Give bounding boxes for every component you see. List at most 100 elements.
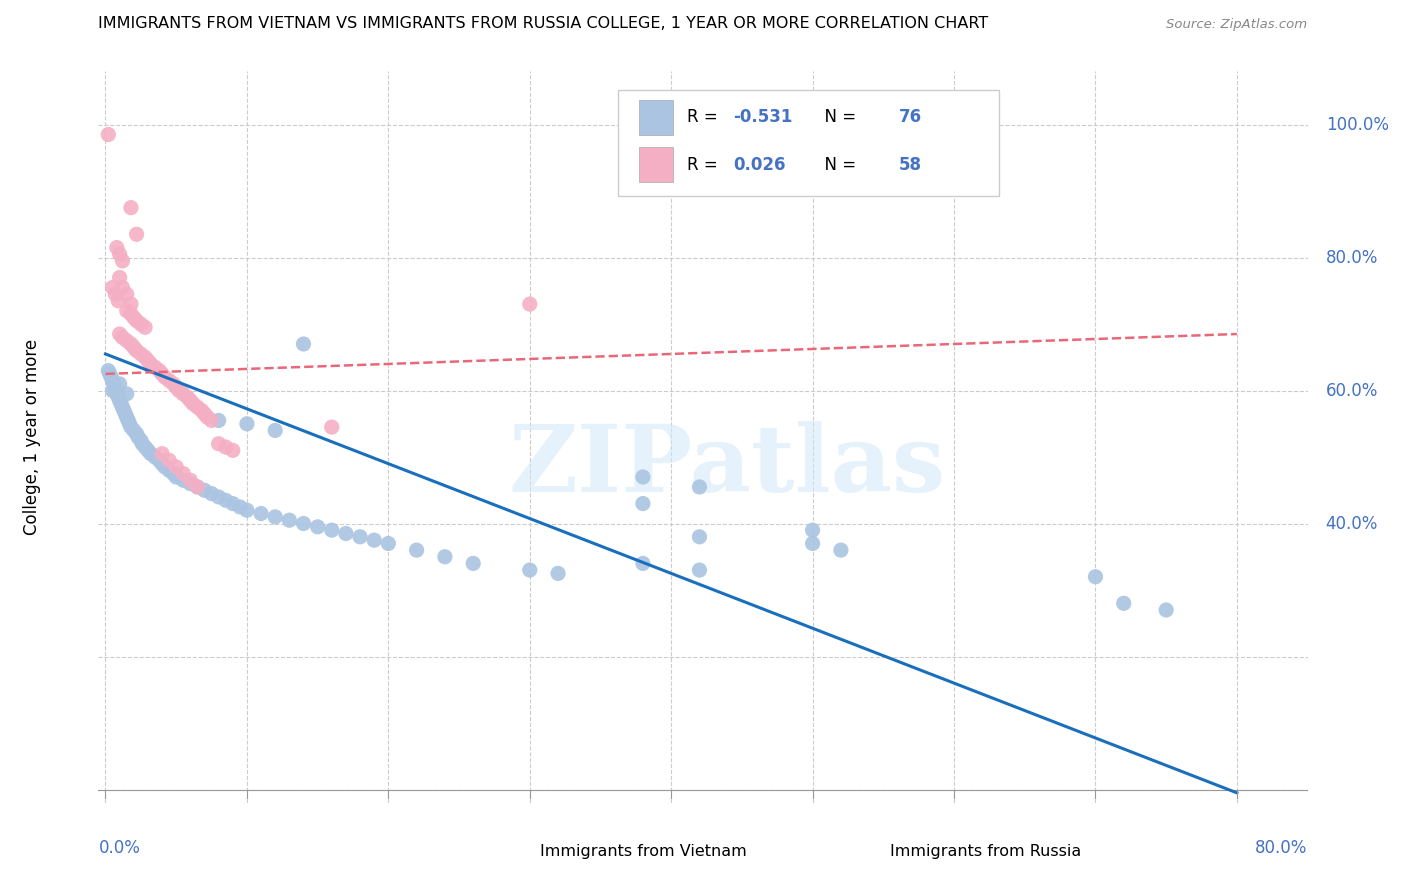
Point (433, 549, 456, 564)
Point (101, 280, 124, 294)
Text: Immigrants from Vietnam: Immigrants from Vietnam (540, 844, 747, 859)
Point (139, 357, 162, 371)
Point (108, 376, 131, 391)
Point (125, 227, 148, 242)
Point (97, 128, 120, 142)
Point (801, 536, 824, 550)
Point (120, 297, 142, 311)
Point (115, 303, 138, 318)
Point (120, 201, 142, 215)
Point (136, 353, 159, 368)
Point (186, 480, 208, 494)
Point (190, 403, 212, 417)
Point (631, 557, 654, 571)
Text: 80.0%: 80.0% (1256, 839, 1308, 857)
Point (1154, 603, 1177, 617)
Point (129, 434, 152, 448)
Point (292, 337, 315, 351)
Point (105, 241, 128, 255)
Point (118, 417, 141, 431)
Point (179, 473, 201, 487)
Point (150, 457, 173, 471)
Point (107, 293, 129, 308)
Point (108, 270, 131, 285)
Point (292, 516, 315, 531)
Point (236, 417, 259, 431)
Point (127, 430, 149, 444)
Point (165, 460, 187, 475)
Point (104, 287, 127, 301)
Point (111, 280, 134, 294)
Text: 0.0%: 0.0% (98, 839, 141, 857)
Point (207, 490, 229, 504)
Point (101, 374, 124, 388)
Text: R =: R = (688, 108, 723, 127)
Point (181, 397, 204, 411)
Point (105, 387, 128, 401)
Point (125, 343, 148, 358)
Point (631, 497, 654, 511)
Point (129, 317, 152, 331)
Point (688, 530, 710, 544)
Point (172, 473, 194, 487)
FancyBboxPatch shape (498, 838, 531, 865)
Point (193, 483, 215, 498)
Point (153, 460, 176, 475)
Point (104, 384, 127, 398)
Point (150, 367, 173, 381)
FancyBboxPatch shape (638, 100, 673, 135)
Point (131, 436, 153, 450)
Point (179, 476, 201, 491)
Point (207, 436, 229, 450)
Point (307, 520, 329, 534)
Point (111, 253, 134, 268)
Text: 58: 58 (898, 155, 922, 174)
Point (117, 413, 139, 427)
Point (107, 390, 129, 404)
Point (830, 543, 852, 558)
Text: ZIPatlas: ZIPatlas (509, 421, 946, 511)
Point (120, 420, 142, 434)
Point (97, 363, 120, 377)
Point (115, 287, 138, 301)
FancyBboxPatch shape (638, 147, 673, 182)
Text: 100.0%: 100.0% (1326, 116, 1389, 134)
Point (264, 424, 287, 438)
Point (207, 413, 229, 427)
Point (111, 330, 134, 344)
Point (115, 387, 138, 401)
Point (120, 337, 142, 351)
Point (110, 397, 132, 411)
Point (236, 503, 259, 517)
Point (112, 403, 135, 417)
Point (167, 384, 190, 398)
Point (547, 566, 569, 581)
Text: College, 1 year or more: College, 1 year or more (22, 339, 41, 535)
Point (125, 314, 148, 328)
Point (1112, 596, 1135, 610)
Point (111, 400, 134, 414)
Point (335, 526, 357, 541)
Point (176, 390, 198, 404)
Point (405, 543, 427, 558)
Point (349, 530, 371, 544)
Point (143, 450, 166, 464)
Point (122, 340, 145, 354)
Point (115, 334, 138, 348)
Point (103, 376, 125, 391)
Point (200, 413, 222, 427)
Point (179, 393, 201, 408)
Point (688, 480, 710, 494)
Point (801, 523, 824, 537)
Point (215, 493, 238, 508)
Text: 80.0%: 80.0% (1326, 249, 1378, 267)
Point (162, 467, 184, 481)
Point (134, 440, 156, 454)
Point (108, 247, 131, 261)
Text: N =: N = (814, 155, 862, 174)
Text: -0.531: -0.531 (734, 108, 793, 127)
Point (100, 370, 122, 384)
Point (148, 453, 170, 467)
Point (165, 380, 187, 394)
Point (519, 563, 541, 577)
